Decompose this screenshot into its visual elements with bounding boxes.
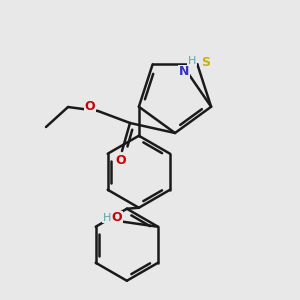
Text: O: O [116, 154, 126, 167]
Text: O: O [112, 211, 122, 224]
Text: N: N [179, 65, 189, 78]
Text: O: O [85, 100, 95, 112]
Text: H: H [103, 213, 111, 223]
Text: S: S [201, 56, 210, 69]
Text: H: H [188, 56, 196, 66]
